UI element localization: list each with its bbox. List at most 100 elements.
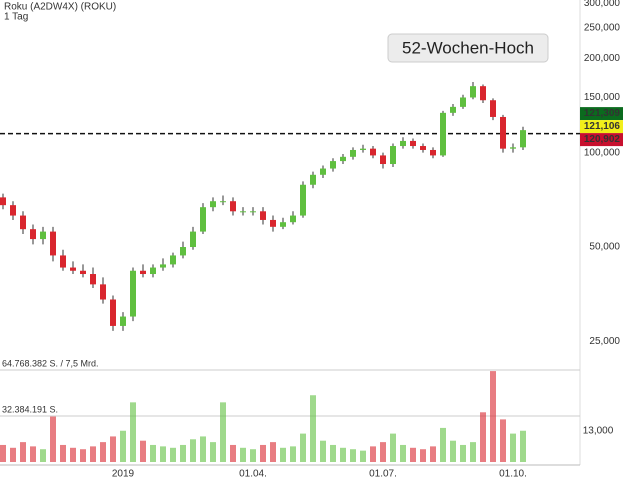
volume-bar — [460, 444, 466, 462]
candle-body — [80, 270, 86, 275]
volume-bar — [500, 419, 506, 462]
volume-bar — [90, 446, 96, 462]
candle-body — [10, 205, 16, 216]
volume-bar — [350, 449, 356, 462]
volume-bar — [120, 430, 126, 462]
volume-bar — [480, 412, 486, 462]
candle-body — [520, 130, 526, 148]
volume-bar — [70, 447, 76, 462]
candle-body — [340, 156, 346, 162]
volume-bar — [420, 449, 426, 462]
candle-body — [450, 106, 456, 113]
price-marker-box — [580, 120, 623, 134]
y-tick-label: 50,000 — [589, 242, 620, 253]
volume-bar — [150, 444, 156, 462]
volume-bar — [140, 440, 146, 462]
candle-body — [360, 148, 366, 150]
x-tick-label: 01.04. — [239, 469, 267, 480]
volume-bar — [160, 446, 166, 462]
volume-bar — [110, 436, 116, 462]
candle-body — [190, 231, 196, 248]
volume-axis-label: 13,000 — [583, 426, 614, 437]
volume-bar — [290, 446, 296, 462]
candle-body — [440, 112, 446, 156]
candle-body — [380, 155, 386, 165]
candle-body — [320, 168, 326, 175]
candle-body — [260, 211, 266, 220]
candle-body — [250, 211, 256, 213]
y-tick-label: 250,000 — [584, 23, 621, 34]
volume-bar — [230, 444, 236, 462]
y-tick-label: 300,000 — [584, 0, 621, 9]
price-marker-label: 121,309 — [584, 108, 621, 119]
volume-bar — [220, 402, 226, 462]
volume-bar — [320, 440, 326, 462]
volume-bar — [310, 395, 316, 462]
candle-body — [0, 197, 6, 206]
annotation-box — [387, 33, 549, 63]
candle-body — [170, 255, 176, 265]
price-marker-box — [580, 107, 623, 121]
volume-tick-label: 32.384.191 S. — [2, 404, 58, 414]
price-marker-box — [580, 133, 623, 147]
volume-bar — [20, 442, 26, 462]
candle-body — [500, 116, 506, 149]
volume-bar — [330, 444, 336, 462]
volume-bar — [300, 433, 306, 462]
candle-body — [330, 161, 336, 169]
price-marker-label: 121,106 — [584, 121, 621, 132]
candle-body — [30, 229, 36, 240]
candle-body — [200, 207, 206, 232]
candle-body — [160, 264, 166, 268]
volume-bar — [280, 447, 286, 462]
candle-body — [240, 211, 246, 213]
volume-bar — [490, 371, 496, 462]
volume-bar — [410, 447, 416, 462]
candle-body — [230, 201, 236, 212]
annotation: 52-Wochen-Hoch — [402, 38, 534, 57]
volume-bar — [440, 427, 446, 462]
y-tick-label: 200,000 — [584, 53, 621, 64]
volume-bar — [130, 402, 136, 462]
volume-bar — [190, 439, 196, 462]
candle-body — [40, 231, 46, 240]
candle-body — [180, 247, 186, 256]
candle-body — [130, 270, 136, 317]
candle-body — [290, 215, 296, 223]
candle-body — [310, 174, 316, 185]
volume-bar — [200, 436, 206, 462]
volume-bar — [520, 430, 526, 462]
candle-body — [420, 146, 426, 150]
candle-body — [20, 215, 26, 230]
volume-tick-label: 64.768.382 S. / 7,5 Mrd. — [2, 358, 99, 368]
candle-body — [280, 222, 286, 227]
candle-body — [100, 284, 106, 300]
candle-body — [120, 316, 126, 326]
volume-bar — [250, 449, 256, 462]
volume-bar — [100, 442, 106, 462]
candle-body — [140, 270, 146, 275]
volume-bar — [10, 447, 16, 462]
volume-bar — [0, 444, 6, 462]
volume-bar — [450, 440, 456, 462]
volume-bar — [430, 446, 436, 462]
x-tick-label: 01.07. — [369, 469, 397, 480]
candle-body — [220, 201, 226, 203]
volume-bar — [210, 442, 216, 462]
volume-bar — [360, 450, 366, 462]
candle-body — [400, 140, 406, 147]
chart-title: Roku (A2DW4X) (ROKU) — [4, 2, 116, 13]
candle-body — [350, 149, 356, 157]
candle-body — [410, 140, 416, 147]
volume-bar — [260, 444, 266, 462]
volume-bar — [470, 442, 476, 462]
candle-body — [270, 219, 276, 227]
volume-bar — [240, 447, 246, 462]
candle-body — [300, 184, 306, 216]
candle-body — [390, 146, 396, 165]
volume-bar — [50, 416, 56, 462]
candle-body — [60, 255, 66, 268]
candle-body — [70, 267, 76, 271]
y-tick-label: 100,000 — [584, 147, 621, 158]
candle-body — [210, 201, 216, 208]
